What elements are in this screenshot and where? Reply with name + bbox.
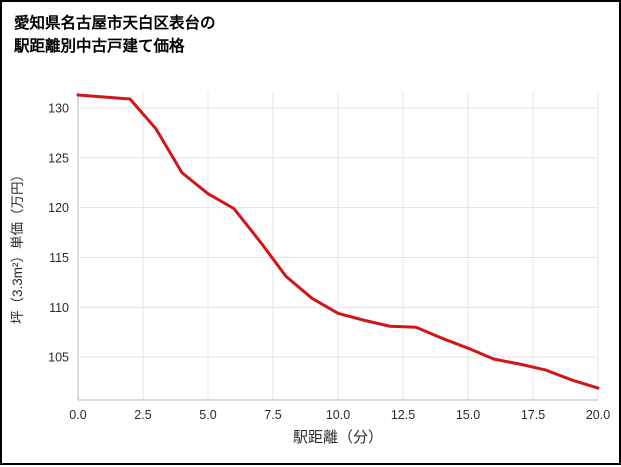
- y-tick-label: 110: [49, 301, 69, 315]
- x-tick-label: 5.0: [199, 408, 216, 422]
- x-tick-label: 15.0: [456, 408, 480, 422]
- chart-title-line1: 愛知県名古屋市天白区表台の: [14, 15, 216, 32]
- x-tick-label: 12.5: [391, 408, 415, 422]
- x-tick-label: 2.5: [134, 408, 151, 422]
- y-tick-label: 120: [48, 201, 69, 215]
- y-tick-label: 130: [48, 101, 69, 115]
- x-tick-label: 7.5: [264, 408, 281, 422]
- x-tick-label: 0.0: [69, 408, 86, 422]
- y-tick-label: 105: [48, 351, 69, 365]
- x-tick-label: 10.0: [326, 408, 350, 422]
- chart-title-line2: 駅距離別中古戸建て価格: [14, 38, 185, 56]
- x-tick-label: 17.5: [521, 408, 545, 422]
- y-axis-title: 坪（3.3m²）単価（万円）: [10, 168, 25, 324]
- y-tick-label: 115: [49, 251, 69, 265]
- x-axis-title: 駅距離（分）: [293, 428, 383, 446]
- price-line: [76, 93, 600, 390]
- chart-title: 愛知県名古屋市天白区表台の 駅距離別中古戸建て価格: [14, 12, 216, 59]
- y-tick-label: 125: [48, 151, 69, 165]
- x-tick-label: 20.0: [586, 408, 610, 422]
